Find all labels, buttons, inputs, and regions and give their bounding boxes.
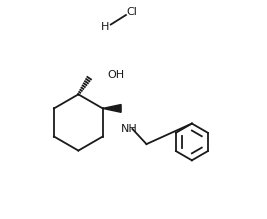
Polygon shape [103,104,121,112]
Text: OH: OH [108,70,125,80]
Text: H: H [101,22,109,32]
Text: Cl: Cl [126,7,137,17]
Text: NH: NH [120,124,137,134]
